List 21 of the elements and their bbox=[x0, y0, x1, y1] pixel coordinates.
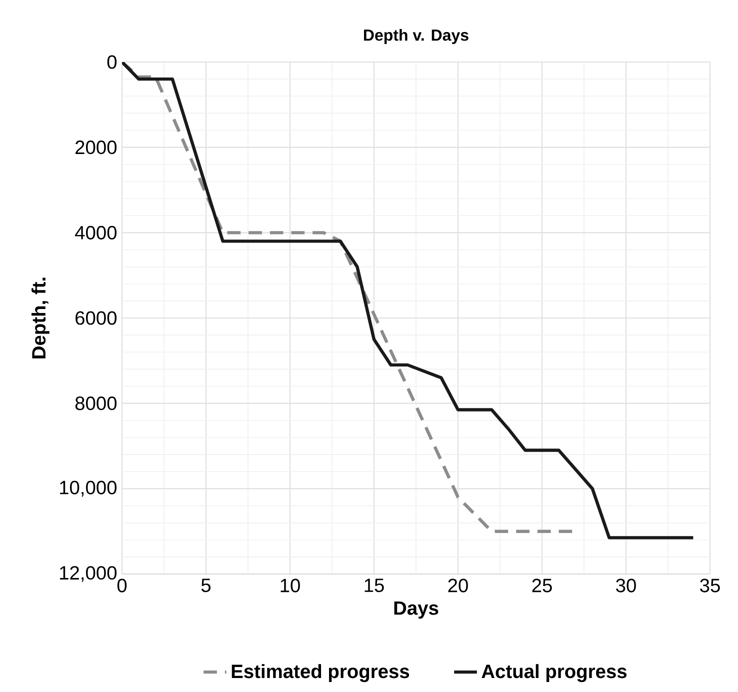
x-tick-label: 20 bbox=[448, 578, 468, 592]
x-axis-title: Days bbox=[394, 601, 438, 619]
x-tick-label: 25 bbox=[532, 578, 552, 592]
legend-label: Actual progress bbox=[482, 664, 627, 682]
y-axis-title: Depth, ft. bbox=[32, 278, 50, 358]
y-tick-label: 10,000 bbox=[60, 480, 117, 497]
chart-title: Depth v. Days bbox=[364, 29, 468, 44]
x-tick-label: 30 bbox=[616, 578, 636, 592]
y-tick-label: 12,000 bbox=[60, 566, 117, 582]
y-tick-label: 4000 bbox=[75, 226, 117, 240]
legend-label: Estimated progress bbox=[232, 664, 410, 682]
x-tick-label: 0 bbox=[117, 578, 127, 592]
x-tick-label: 35 bbox=[700, 578, 720, 592]
y-tick-label: 0 bbox=[107, 55, 117, 69]
x-tick-label: 5 bbox=[201, 578, 211, 592]
y-tick-label: 8000 bbox=[75, 396, 117, 410]
y-tick-label: 2000 bbox=[76, 140, 117, 154]
x-tick-label: 15 bbox=[364, 578, 384, 592]
line-series bbox=[122, 62, 695, 540]
x-tick-label: 10 bbox=[280, 578, 300, 592]
y-tick-label: 6000 bbox=[76, 311, 117, 325]
